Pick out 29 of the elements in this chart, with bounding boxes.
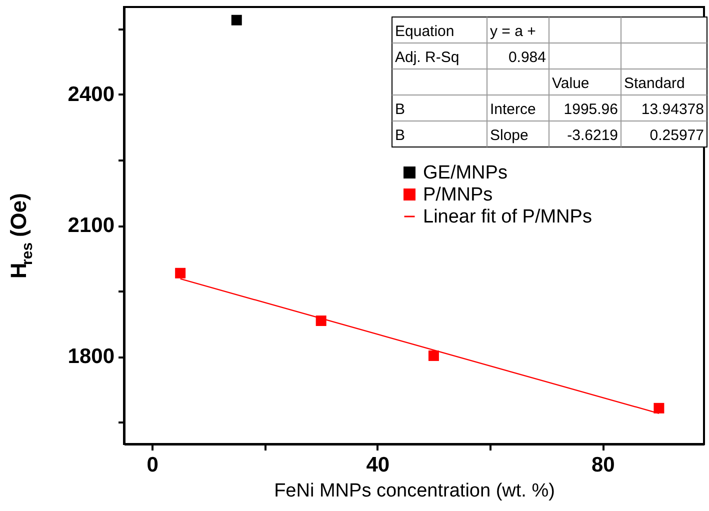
annotation: Interce: [490, 101, 536, 118]
x-tick-label: 0: [146, 454, 158, 476]
point: [428, 350, 439, 361]
annotation: 1995.96: [564, 101, 618, 118]
x-tick-label: 80: [591, 454, 615, 476]
annotation: -3.6219: [567, 127, 618, 144]
x-tick-label: 40: [366, 454, 390, 476]
annotation: y = a +: [490, 23, 536, 40]
annotation: Slope: [490, 127, 528, 144]
y-tick-label: 2400: [68, 82, 114, 106]
y-tick-label: 1800: [68, 345, 114, 368]
annotation: 0.25977: [650, 127, 704, 144]
point: [231, 14, 242, 26]
annotation: Equation: [395, 23, 454, 40]
annotation: 0.984: [508, 49, 546, 66]
annotation: B: [395, 101, 406, 118]
y-tick-label: 2100: [68, 214, 114, 237]
y-axis-title: Hres (Oe): [6, 193, 36, 279]
legend-label: Linear fit of P/MNPs: [423, 206, 592, 228]
annotation: 13.94378: [641, 101, 704, 118]
annotation: Adj. R-Sq: [395, 49, 460, 66]
point: [654, 402, 664, 414]
legend-label: GE/MNPs: [423, 162, 508, 184]
annotation: Standard: [624, 75, 685, 92]
annotation: B: [395, 127, 406, 144]
annotation: Value: [552, 75, 590, 92]
point: [175, 268, 186, 278]
legend-label: P/MNPs: [423, 184, 493, 206]
x-axis-title: FeNi MNPs concentration (wt. %): [274, 480, 555, 502]
